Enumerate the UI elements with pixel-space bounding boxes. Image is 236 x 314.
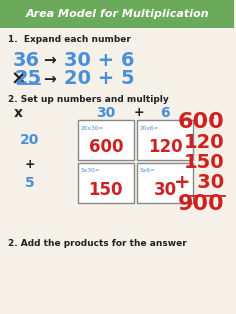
Text: 150: 150 bbox=[183, 154, 224, 172]
Text: 36: 36 bbox=[13, 51, 40, 69]
Bar bbox=[78, 163, 134, 203]
Bar bbox=[78, 120, 134, 160]
Text: + 30: + 30 bbox=[174, 174, 224, 192]
Text: 5x30=: 5x30= bbox=[80, 169, 100, 174]
Text: Area Model for Multiplication: Area Model for Multiplication bbox=[25, 9, 209, 19]
Bar bbox=[137, 120, 193, 160]
Text: +: + bbox=[25, 158, 35, 171]
Text: →: → bbox=[43, 72, 56, 86]
Text: 20: 20 bbox=[20, 133, 40, 147]
Text: 5: 5 bbox=[25, 176, 35, 190]
Text: 30 + 6: 30 + 6 bbox=[64, 51, 135, 69]
Text: 1.  Expand each number: 1. Expand each number bbox=[8, 35, 131, 45]
Text: 25: 25 bbox=[14, 69, 42, 89]
Text: →: → bbox=[43, 52, 56, 68]
Bar bbox=[0, 0, 234, 28]
Text: 600: 600 bbox=[88, 138, 123, 156]
Text: 30: 30 bbox=[96, 106, 115, 120]
Text: 30: 30 bbox=[154, 181, 177, 199]
Text: 120: 120 bbox=[148, 138, 182, 156]
Text: 120: 120 bbox=[183, 133, 224, 153]
Text: 1: 1 bbox=[210, 114, 215, 120]
Text: 150: 150 bbox=[88, 181, 123, 199]
Text: +: + bbox=[134, 106, 144, 120]
Text: 20 + 5: 20 + 5 bbox=[64, 69, 135, 89]
Text: 5x6=: 5x6= bbox=[140, 169, 156, 174]
Text: 900: 900 bbox=[177, 194, 224, 214]
Text: 600: 600 bbox=[177, 112, 224, 132]
Text: 2. Set up numbers and multiply: 2. Set up numbers and multiply bbox=[8, 95, 169, 105]
Text: 6: 6 bbox=[160, 106, 170, 120]
Text: x: x bbox=[14, 106, 23, 120]
Bar bbox=[137, 163, 193, 203]
Text: 20x30=: 20x30= bbox=[80, 126, 104, 131]
Text: 20x6=: 20x6= bbox=[140, 126, 160, 131]
Text: ×: × bbox=[10, 69, 27, 89]
Text: 2. Add the products for the answer: 2. Add the products for the answer bbox=[8, 239, 187, 247]
